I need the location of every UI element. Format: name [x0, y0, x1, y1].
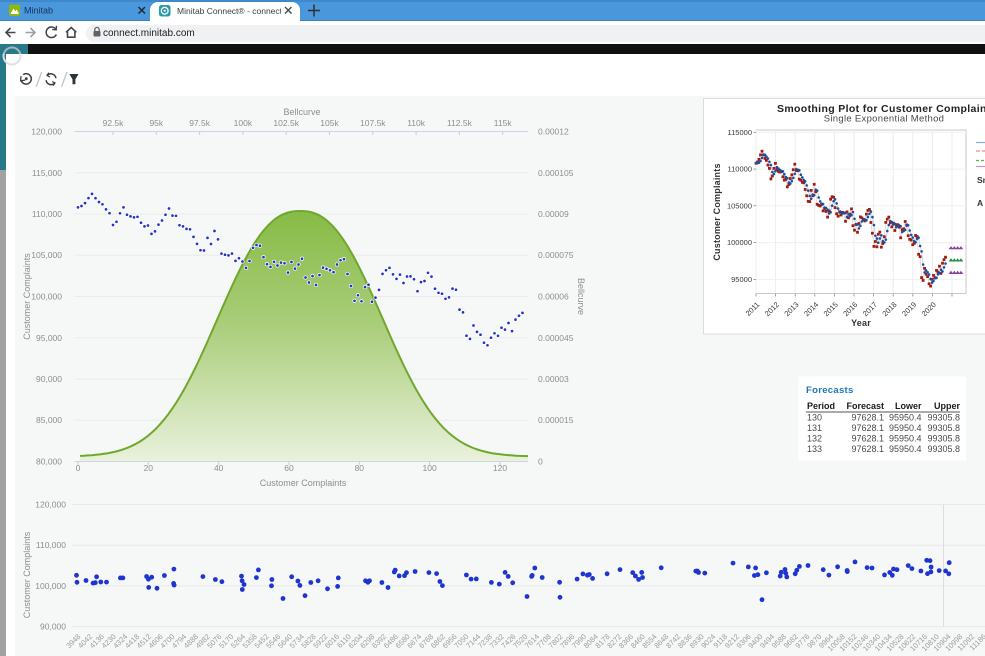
- svg-text:0.000105: 0.000105: [538, 168, 574, 178]
- svg-text:110,000: 110,000: [32, 209, 62, 219]
- svg-text:0.00012: 0.00012: [538, 127, 569, 137]
- svg-text:90,000: 90,000: [40, 622, 66, 632]
- svg-text:132: 132: [807, 434, 822, 444]
- svg-text:110000: 110000: [728, 165, 752, 174]
- svg-text:Upper: Upper: [934, 401, 961, 411]
- svg-text:Forecast: Forecast: [846, 401, 884, 411]
- svg-text:90,000: 90,000: [36, 374, 62, 384]
- svg-text:105,000: 105,000: [31, 250, 62, 260]
- svg-text:0.000075: 0.000075: [538, 250, 574, 260]
- svg-text:0.00003: 0.00003: [538, 374, 569, 384]
- svg-text:105k: 105k: [320, 118, 339, 128]
- svg-text:99305.8: 99305.8: [927, 444, 960, 454]
- svg-text:99305.8: 99305.8: [927, 413, 960, 423]
- svg-text:115,000: 115,000: [32, 168, 62, 178]
- svg-text:102.5k: 102.5k: [273, 118, 299, 128]
- svg-text:95k: 95k: [149, 118, 163, 128]
- svg-text:Sm: Sm: [977, 175, 985, 185]
- svg-text:40: 40: [214, 463, 224, 473]
- svg-text:95950.4: 95950.4: [889, 413, 922, 423]
- svg-text:133: 133: [807, 444, 822, 454]
- svg-text:Customer Complaints: Customer Complaints: [712, 163, 722, 260]
- svg-text:Forecasts: Forecasts: [806, 385, 854, 396]
- svg-text:97.5k: 97.5k: [189, 118, 211, 128]
- svg-text:Single Exponential Method: Single Exponential Method: [824, 114, 945, 125]
- svg-text:115000: 115000: [728, 128, 752, 137]
- svg-text:92.5k: 92.5k: [103, 118, 125, 128]
- svg-text:120,000: 120,000: [35, 500, 66, 510]
- svg-text:85,000: 85,000: [36, 415, 62, 425]
- svg-text:Year: Year: [851, 318, 871, 328]
- svg-text:115k: 115k: [494, 118, 513, 128]
- svg-text:Minitab: Minitab: [24, 6, 53, 16]
- svg-text:107.5k: 107.5k: [360, 118, 386, 128]
- svg-text:97628.1: 97628.1: [851, 413, 884, 423]
- svg-text:110k: 110k: [407, 118, 426, 128]
- svg-text:95950.4: 95950.4: [889, 423, 922, 433]
- svg-text:100,000: 100,000: [35, 581, 66, 591]
- svg-text:Customer Complaints: Customer Complaints: [260, 478, 347, 488]
- svg-text:99305.8: 99305.8: [927, 423, 960, 433]
- svg-text:100,000: 100,000: [31, 292, 62, 302]
- svg-text:112.5k: 112.5k: [447, 118, 473, 128]
- svg-text:20: 20: [144, 463, 154, 473]
- svg-text:0.00009: 0.00009: [538, 209, 569, 219]
- svg-text:120,000: 120,000: [31, 127, 62, 137]
- svg-text:Bellcurve: Bellcurve: [283, 107, 320, 117]
- svg-text:131: 131: [807, 423, 822, 433]
- svg-text:110,000: 110,000: [36, 540, 66, 550]
- svg-text:Bellcurve: Bellcurve: [576, 278, 586, 315]
- svg-text:80: 80: [355, 463, 365, 473]
- svg-text:100: 100: [423, 463, 437, 473]
- svg-text:100000: 100000: [727, 238, 752, 247]
- svg-text:97628.1: 97628.1: [851, 423, 884, 433]
- svg-text:97628.1: 97628.1: [851, 434, 884, 444]
- svg-text:99305.8: 99305.8: [927, 434, 960, 444]
- svg-text:105000: 105000: [727, 201, 752, 210]
- svg-text:100k: 100k: [234, 118, 253, 128]
- svg-text:130: 130: [807, 413, 822, 423]
- svg-text:Smoothing Plot for Customer Co: Smoothing Plot for Customer Complaint: [777, 103, 985, 115]
- svg-text:0.000015: 0.000015: [538, 415, 574, 425]
- svg-text:95950.4: 95950.4: [889, 444, 922, 454]
- svg-text:Minitab Connect® - connect.min: Minitab Connect® - connect.minitab.com: [177, 6, 330, 16]
- svg-text:0.00006: 0.00006: [538, 292, 569, 302]
- svg-text:connect.minitab.com: connect.minitab.com: [103, 28, 195, 39]
- svg-text:60: 60: [284, 463, 294, 473]
- svg-text:120: 120: [493, 463, 507, 473]
- svg-text:Customer Complaints: Customer Complaints: [22, 531, 32, 618]
- svg-text:0.000045: 0.000045: [538, 333, 574, 343]
- svg-text:0: 0: [538, 457, 543, 467]
- svg-text:95000: 95000: [731, 275, 752, 284]
- svg-text:Period: Period: [807, 401, 835, 411]
- svg-text:95,000: 95,000: [36, 333, 62, 343]
- svg-text:97628.1: 97628.1: [851, 444, 884, 454]
- svg-text:80,000: 80,000: [36, 457, 62, 467]
- svg-text:A: A: [977, 198, 983, 208]
- svg-text:Customer Complaints: Customer Complaints: [22, 253, 32, 340]
- svg-text:95950.4: 95950.4: [889, 434, 922, 444]
- svg-text:Lower: Lower: [895, 401, 922, 411]
- svg-text:0: 0: [76, 463, 81, 473]
